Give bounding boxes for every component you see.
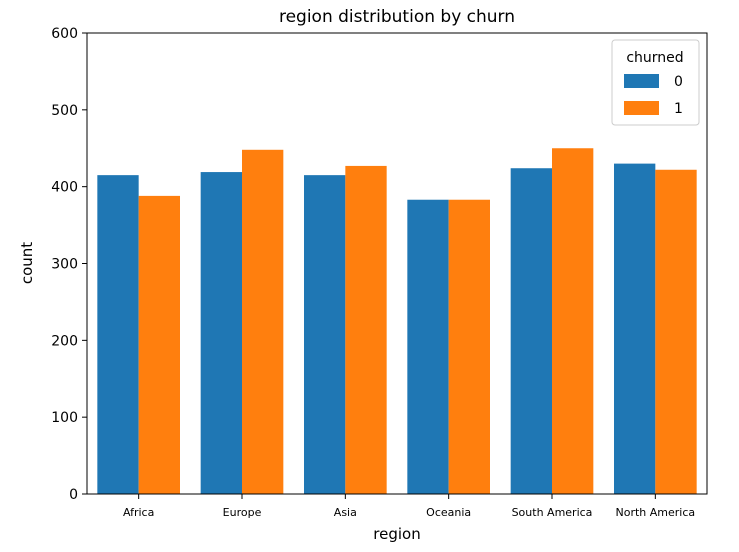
x-tick-label: Africa bbox=[123, 506, 154, 519]
x-tick-label: Europe bbox=[223, 506, 262, 519]
bar-asia-churned-0 bbox=[304, 175, 346, 494]
y-tick-label: 100 bbox=[51, 410, 78, 426]
y-tick-label: 400 bbox=[51, 180, 78, 196]
legend-swatch-0 bbox=[624, 74, 659, 88]
y-tick-label: 0 bbox=[69, 487, 78, 503]
y-axis-title: count bbox=[18, 242, 36, 284]
legend-label-0: 0 bbox=[674, 74, 683, 90]
bar-south-america-churned-0 bbox=[510, 168, 552, 494]
x-tick-label: South America bbox=[512, 506, 593, 519]
plot-frame bbox=[86, 32, 708, 495]
x-axis-title: region bbox=[373, 525, 420, 543]
bar-europe-churned-0 bbox=[200, 172, 242, 494]
bar-oceania-churned-0 bbox=[407, 199, 449, 494]
x-tick-label: North America bbox=[616, 506, 696, 519]
x-axis-ticks: Africa Europe Asia Oceania South America Nort… bbox=[123, 494, 695, 519]
legend-title: churned bbox=[626, 50, 683, 66]
legend-swatch-1 bbox=[624, 101, 659, 115]
chart-title: region distribution by churn bbox=[279, 7, 515, 27]
bar-europe-churned-1 bbox=[242, 149, 284, 494]
x-tick-label: Oceania bbox=[426, 506, 471, 519]
bar-africa-churned-0 bbox=[97, 175, 139, 494]
legend-label-1: 1 bbox=[674, 101, 683, 117]
bar-oceania-churned-1 bbox=[448, 199, 490, 494]
y-axis-ticks: 0 100 200 300 400 500 600 bbox=[51, 26, 87, 503]
bar-south-america-churned-1 bbox=[552, 148, 594, 494]
bar-asia-churned-1 bbox=[345, 165, 387, 494]
bar-north-america-churned-1 bbox=[655, 169, 697, 494]
bars bbox=[97, 148, 697, 495]
y-tick-label: 500 bbox=[51, 103, 78, 119]
y-tick-label: 600 bbox=[51, 26, 78, 42]
y-tick-label: 200 bbox=[51, 333, 78, 349]
x-tick-label: Asia bbox=[334, 506, 357, 519]
legend: churned 0 1 bbox=[611, 39, 700, 126]
y-tick-label: 300 bbox=[51, 257, 78, 273]
bar-north-america-churned-0 bbox=[614, 163, 656, 494]
bar-africa-churned-1 bbox=[138, 195, 180, 495]
